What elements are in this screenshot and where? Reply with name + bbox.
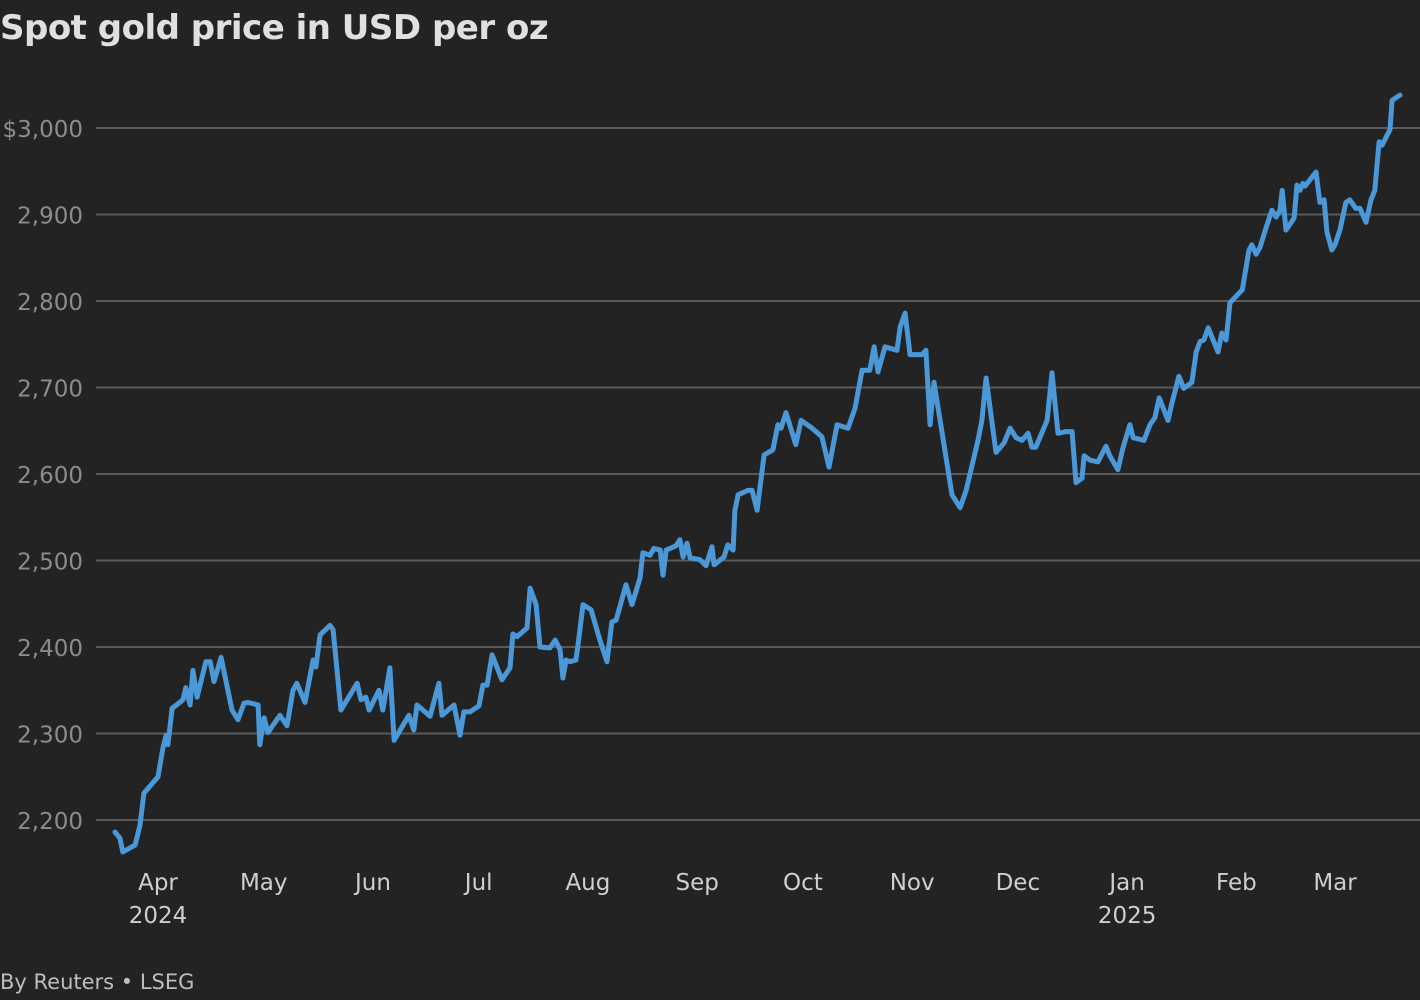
x-tick-label: Jun (353, 870, 391, 896)
y-tick-label: 2,600 (17, 463, 83, 489)
y-tick-label: 2,500 (17, 550, 83, 576)
y-tick-label: $3,000 (3, 117, 83, 143)
y-tick-label: 2,200 (17, 809, 83, 835)
x-tick-label: Feb (1216, 870, 1257, 896)
y-tick-label: 2,700 (17, 377, 83, 403)
x-tick-year-label: 2024 (129, 903, 188, 929)
chart-title: Spot gold price in USD per oz (0, 8, 549, 48)
y-tick-label: 2,900 (17, 204, 83, 230)
x-tick-label: Oct (783, 870, 823, 896)
source-credit: By Reuters • LSEG (0, 970, 195, 994)
y-tick-label: 2,800 (17, 290, 83, 316)
x-tick-label: Nov (890, 870, 935, 896)
x-tick-label: Apr (138, 870, 178, 896)
x-tick-label: Jul (463, 870, 493, 896)
price-line-spot-gold (112, 92, 1403, 855)
y-tick-label: 2,400 (17, 636, 83, 662)
x-tick-label: Mar (1313, 870, 1357, 896)
x-tick-label: Jan (1107, 870, 1144, 896)
x-tick-year-label: 2025 (1098, 903, 1157, 929)
x-tick-label: Dec (996, 870, 1041, 896)
x-tick-label: Aug (565, 870, 610, 896)
x-tick-label: May (240, 870, 288, 896)
y-tick-label: 2,300 (17, 723, 83, 749)
x-tick-label: Sep (675, 870, 718, 896)
